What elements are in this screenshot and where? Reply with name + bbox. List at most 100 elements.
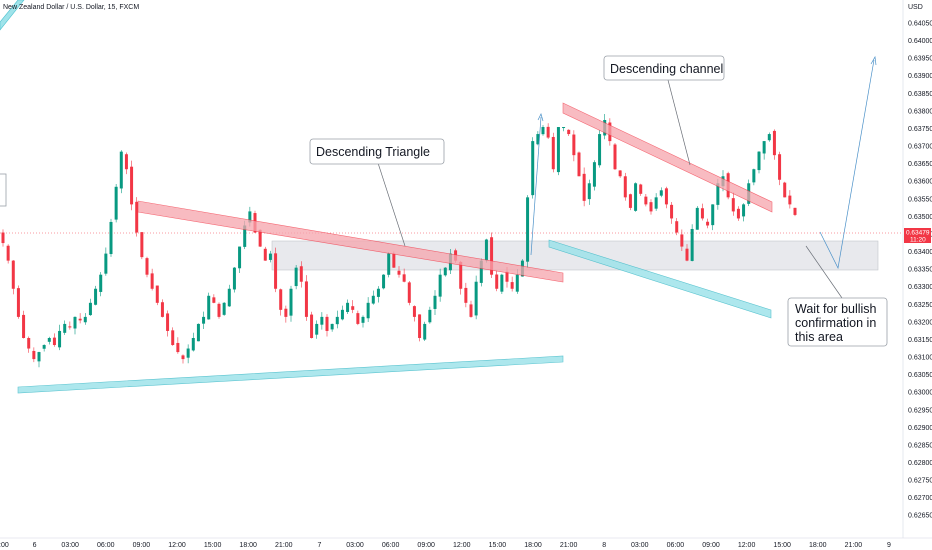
price-tick-label: 0.63000 bbox=[908, 390, 932, 397]
candle-down bbox=[418, 314, 422, 338]
breakout-arrow-head bbox=[537, 113, 544, 122]
candle-up bbox=[433, 295, 437, 309]
price-tick-label: 0.63050 bbox=[908, 372, 932, 379]
candle-down bbox=[392, 253, 396, 268]
price-tick-label: 0.63550 bbox=[908, 196, 932, 203]
time-tick-label: 09:00 bbox=[702, 542, 720, 549]
candle-down bbox=[793, 207, 797, 215]
candle-up bbox=[376, 288, 380, 297]
candle-up bbox=[114, 186, 118, 220]
wait-bullish-line-1: Wait for bullish bbox=[795, 302, 877, 316]
candle-down bbox=[325, 316, 329, 331]
time-tick-label: 15:00 bbox=[204, 542, 222, 549]
candle-down bbox=[181, 355, 185, 360]
time-tick-label: 03:00 bbox=[631, 542, 649, 549]
descending-triangle-callout: Descending Triangle bbox=[309, 138, 445, 247]
wait-bullish-callout: Wait for bullish confirmation in this ar… bbox=[787, 245, 888, 347]
offscreen-channel-band bbox=[0, 0, 25, 31]
time-tick-label: 7 bbox=[317, 542, 321, 549]
price-tick-label: 0.62650 bbox=[908, 513, 932, 520]
price-tick-label: 0.62900 bbox=[908, 425, 932, 432]
time-tick-label: 21:00 bbox=[560, 542, 578, 549]
candle-down bbox=[1, 232, 5, 244]
time-tick-label: 6 bbox=[33, 542, 37, 549]
candle-up bbox=[196, 323, 200, 342]
candle-down bbox=[567, 129, 571, 135]
time-tick-label: 8 bbox=[602, 542, 606, 549]
candle-down bbox=[577, 152, 581, 177]
candle-down bbox=[124, 154, 128, 170]
candle-down bbox=[505, 271, 509, 282]
candle-up bbox=[335, 316, 339, 325]
candle-down bbox=[706, 221, 710, 226]
time-tick-label: 18:00 bbox=[239, 542, 257, 549]
price-tick-label: 0.63900 bbox=[908, 73, 932, 80]
channel-resistance-band bbox=[562, 102, 773, 213]
candle-up bbox=[654, 197, 658, 209]
candle-down bbox=[675, 221, 679, 233]
time-tick-label: 03:00 bbox=[61, 542, 79, 549]
time-tick-label: 12:00 bbox=[738, 542, 756, 549]
price-tick-label: 0.63650 bbox=[908, 161, 932, 168]
candle-up bbox=[711, 204, 715, 226]
candle-up bbox=[371, 295, 375, 304]
candle-up bbox=[690, 228, 694, 261]
price-tick-label: 0.64050 bbox=[908, 21, 932, 28]
candle-down bbox=[397, 270, 401, 275]
time-tick-label: 03:00 bbox=[346, 542, 364, 549]
candle-down bbox=[546, 126, 550, 138]
candle-down bbox=[664, 188, 668, 205]
candle-up bbox=[500, 274, 504, 292]
time-axis[interactable]: :00 6 03:00 06:00 09:00 12:00 15:00 18:00 21:00 7… bbox=[0, 542, 891, 549]
candle-up bbox=[587, 183, 591, 200]
breakout-arrow bbox=[530, 116, 542, 256]
price-tick-label: 0.62700 bbox=[908, 495, 932, 502]
candle-down bbox=[551, 136, 555, 170]
candle-down bbox=[356, 313, 360, 324]
candle-down bbox=[284, 308, 288, 317]
time-tick-label: 9 bbox=[887, 542, 891, 549]
price-axis[interactable]: 0.64050 0.64000 0.63950 0.63900 0.63850 0.638… bbox=[908, 21, 932, 520]
candle-up bbox=[83, 316, 87, 323]
candle-up bbox=[330, 323, 334, 330]
candle-down bbox=[32, 350, 36, 360]
time-tick-label: 06:00 bbox=[97, 542, 115, 549]
price-tick-label: 0.63950 bbox=[908, 56, 932, 63]
candle-down bbox=[78, 318, 82, 321]
candle-up bbox=[752, 169, 756, 183]
candle-down bbox=[618, 170, 622, 177]
candle-up bbox=[428, 309, 432, 323]
candle-down bbox=[6, 245, 10, 261]
price-tick-label: 0.63800 bbox=[908, 108, 932, 115]
candle-down bbox=[130, 166, 134, 205]
candle-up bbox=[423, 323, 427, 340]
candle-down bbox=[469, 304, 473, 317]
candle-down bbox=[351, 306, 355, 310]
candle-down bbox=[150, 273, 154, 289]
candle-down bbox=[783, 182, 787, 198]
candle-up bbox=[634, 183, 638, 211]
projection-arrow-head bbox=[870, 55, 877, 66]
price-tick-label: 0.63150 bbox=[908, 337, 932, 344]
candle-down bbox=[644, 196, 648, 205]
candle-down bbox=[135, 201, 139, 233]
wait-bullish-line-3: this area bbox=[795, 330, 843, 344]
candle-down bbox=[160, 302, 164, 317]
candle-up bbox=[767, 134, 771, 141]
candle-down bbox=[649, 202, 653, 212]
candle-up bbox=[207, 295, 211, 320]
price-tick-label: 0.63350 bbox=[908, 267, 932, 274]
candle-down bbox=[459, 261, 463, 289]
candle-up bbox=[742, 204, 746, 217]
candle-down bbox=[176, 342, 180, 353]
candle-up bbox=[484, 239, 488, 261]
candle-up bbox=[268, 253, 272, 260]
candle-up bbox=[47, 337, 51, 342]
descending-channel-label: Descending channel bbox=[610, 62, 723, 76]
candle-down bbox=[274, 253, 278, 289]
candle-down bbox=[140, 232, 144, 258]
price-tick-label: 0.64000 bbox=[908, 38, 932, 45]
price-tick-label: 0.63600 bbox=[908, 179, 932, 186]
candle-up bbox=[366, 302, 370, 319]
